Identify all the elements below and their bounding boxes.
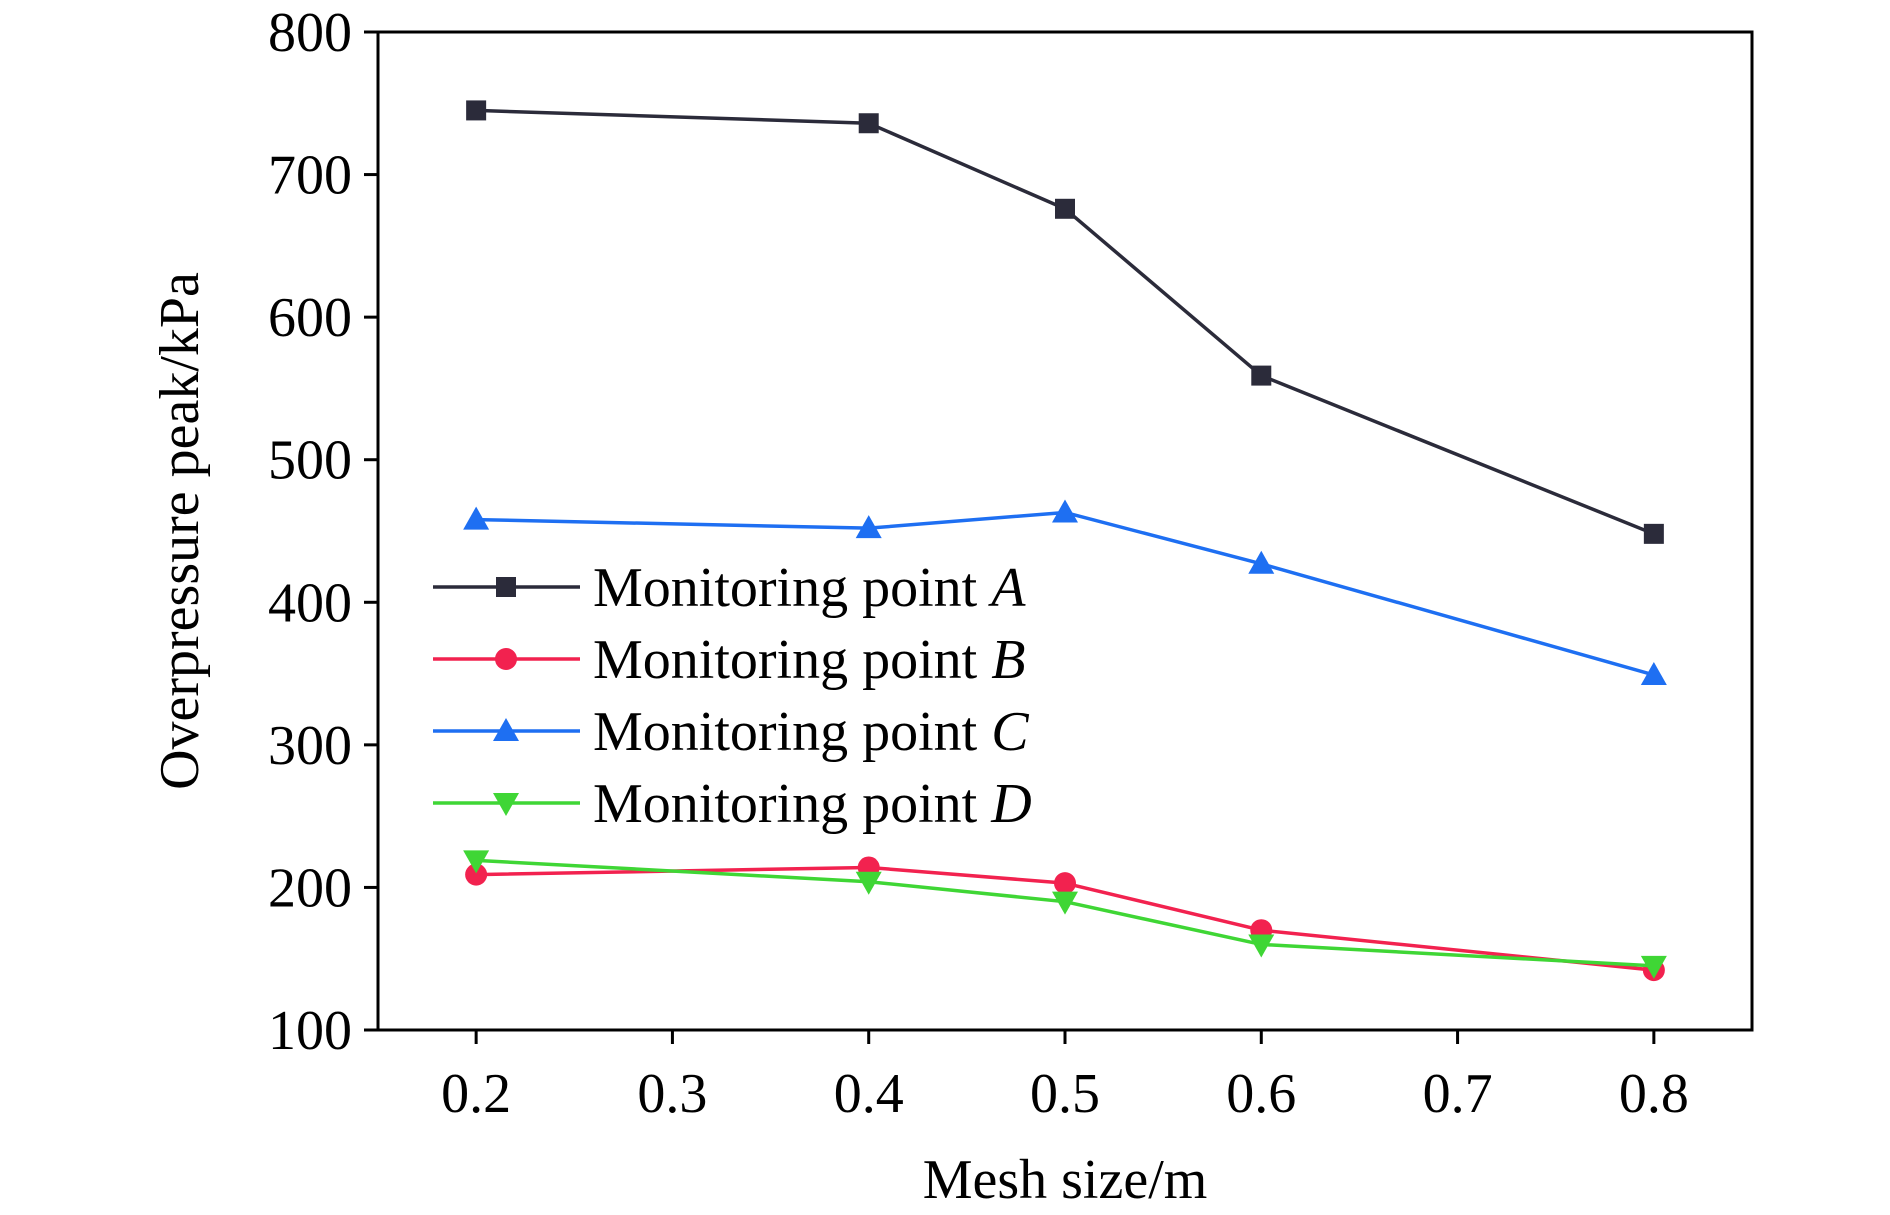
x-axis-title: Mesh size/m bbox=[923, 1149, 1208, 1211]
legend-marker-b bbox=[495, 648, 517, 670]
data-point-d bbox=[463, 850, 490, 874]
x-tick-label: 0.3 bbox=[637, 1063, 707, 1125]
data-point-a bbox=[1055, 198, 1075, 219]
data-point-b bbox=[1054, 872, 1076, 895]
y-tick-label: 100 bbox=[268, 1000, 352, 1062]
y-tick-label: 400 bbox=[268, 572, 352, 634]
x-axis: 0.2 0.3 0.4 0.5 0.6 0.7 0.8 bbox=[441, 1030, 1689, 1125]
x-tick-label: 0.2 bbox=[441, 1063, 511, 1125]
data-point-d bbox=[855, 871, 882, 895]
x-tick-label: 0.8 bbox=[1619, 1063, 1689, 1125]
data-point-a bbox=[466, 100, 487, 121]
data-point-a bbox=[1251, 365, 1272, 386]
x-tick-label: 0.4 bbox=[834, 1063, 904, 1125]
data-point-c bbox=[1640, 661, 1667, 685]
x-tick-label: 0.6 bbox=[1226, 1063, 1296, 1125]
legend-marker-d bbox=[493, 793, 519, 816]
legend-label-d: Monitoring point D bbox=[593, 773, 1032, 835]
data-point-d bbox=[1640, 955, 1667, 979]
x-tick-label: 0.5 bbox=[1030, 1063, 1100, 1125]
series-line-a bbox=[476, 108, 1655, 536]
data-point-c bbox=[1052, 499, 1078, 523]
data-point-d bbox=[1248, 934, 1275, 958]
y-tick-label: 800 bbox=[268, 2, 352, 64]
data-point-c bbox=[855, 515, 882, 539]
legend-marker-a bbox=[496, 577, 516, 597]
data-point-b bbox=[465, 863, 488, 886]
data-point-a bbox=[1643, 523, 1664, 544]
data-point-d bbox=[1052, 891, 1078, 915]
x-tick-label: 0.7 bbox=[1423, 1063, 1493, 1125]
legend: Monitoring point A Monitoring point B Moni… bbox=[433, 557, 1032, 835]
y-tick-label: 300 bbox=[268, 715, 352, 777]
legend-label-a: Monitoring point A bbox=[593, 557, 1026, 619]
y-axis-title: Overpressure peak/kPa bbox=[149, 272, 211, 790]
y-axis: 100 200 300 400 500 600 700 800 bbox=[268, 2, 378, 1062]
y-tick-label: 200 bbox=[268, 857, 352, 919]
y-tick-label: 600 bbox=[268, 287, 352, 349]
data-point-c bbox=[1248, 550, 1275, 574]
legend-marker-c bbox=[493, 718, 519, 741]
legend-label-b: Monitoring point B bbox=[593, 629, 1025, 691]
legend-label-c: Monitoring point C bbox=[593, 701, 1029, 763]
y-tick-label: 700 bbox=[268, 145, 352, 207]
data-point-c bbox=[463, 506, 490, 530]
data-point-a bbox=[858, 113, 879, 134]
plot-area bbox=[463, 100, 1667, 982]
y-tick-label: 500 bbox=[268, 430, 352, 492]
